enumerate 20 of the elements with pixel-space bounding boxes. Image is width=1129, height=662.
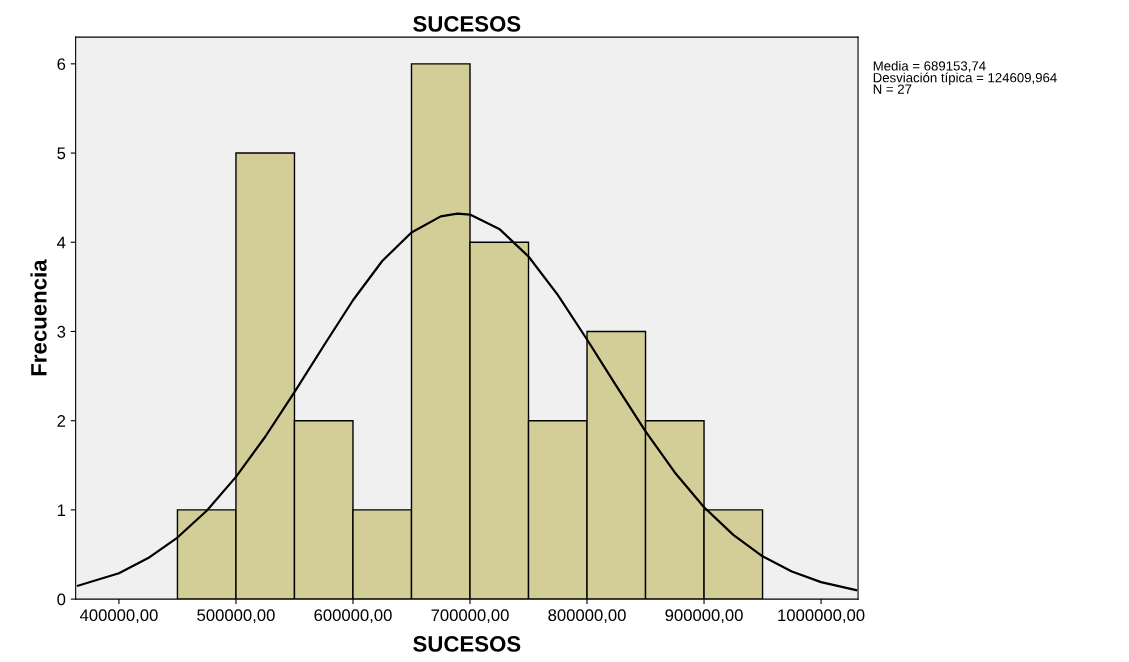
- x-tick-label: 1000000,00: [778, 609, 865, 624]
- text: Media = 689153,74: [873, 60, 986, 73]
- chart-title: SUCESOS: [413, 16, 521, 32]
- x-tick-label: 600000,00: [314, 609, 392, 624]
- x-tick-label: 700000,00: [431, 609, 509, 624]
- text: N = 27: [873, 84, 912, 94]
- x-tick-label: 900000,00: [665, 609, 743, 624]
- x-tick-label: 400000,00: [79, 609, 158, 624]
- y-tick-label: 2: [57, 415, 66, 427]
- x-tick-label: 800000,00: [548, 609, 626, 624]
- y-tick-label: 3: [57, 325, 66, 338]
- y-tick-label: 1: [57, 504, 66, 516]
- y-tick-label: 5: [57, 147, 66, 160]
- x-axis-title: SUCESOS: [413, 636, 521, 652]
- y-tick-label: 0: [57, 593, 66, 606]
- y-tick-label: 6: [57, 58, 66, 71]
- text: Desviación típica = 124609,964: [873, 72, 1057, 85]
- y-tick-label: 4: [57, 236, 66, 249]
- y-axis-title: Frecuencia: [30, 259, 47, 376]
- x-tick-label: 500000,00: [197, 609, 275, 624]
